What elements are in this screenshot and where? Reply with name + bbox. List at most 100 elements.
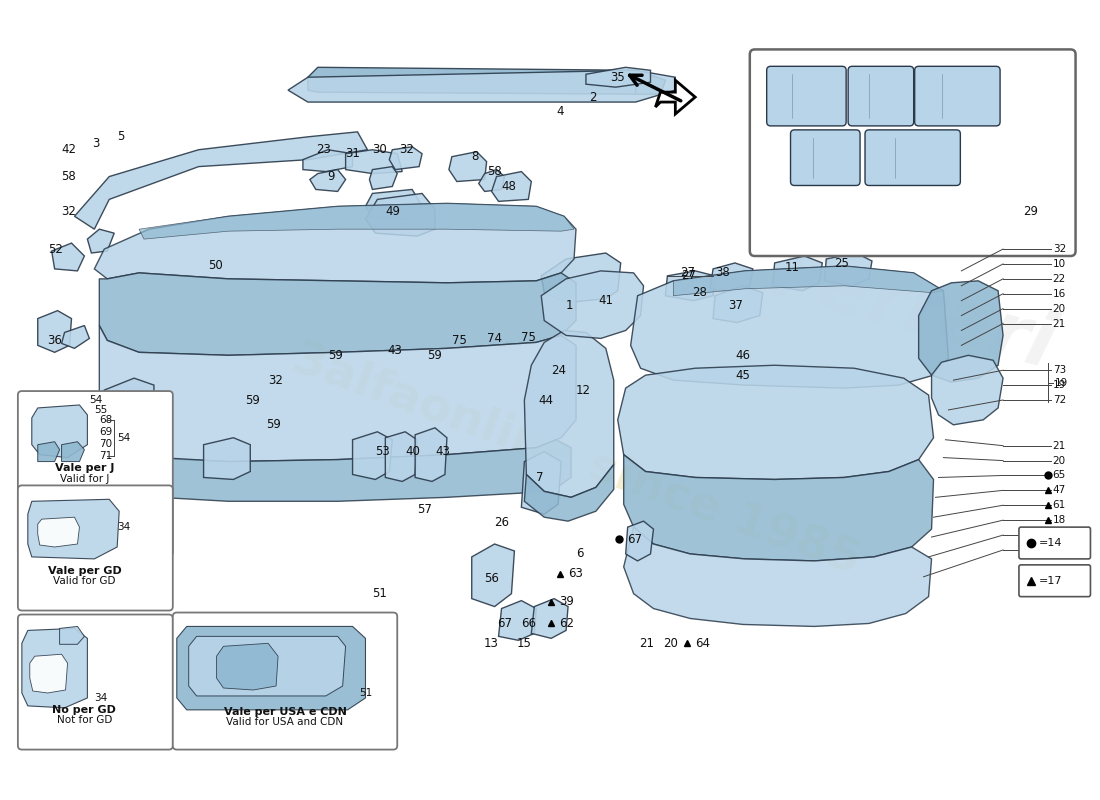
Text: Valid for J: Valid for J: [59, 474, 109, 485]
Polygon shape: [62, 442, 85, 462]
Text: 28: 28: [692, 286, 707, 299]
Text: 32: 32: [399, 143, 414, 156]
Text: 43: 43: [434, 445, 450, 458]
Polygon shape: [498, 601, 537, 640]
FancyBboxPatch shape: [915, 66, 1000, 126]
Polygon shape: [618, 366, 934, 479]
Polygon shape: [144, 440, 571, 502]
FancyBboxPatch shape: [1019, 527, 1090, 559]
Text: 30: 30: [373, 143, 387, 156]
Text: 26: 26: [495, 516, 509, 529]
Text: Vale per USA e CDN: Vale per USA e CDN: [223, 707, 346, 717]
Polygon shape: [541, 271, 644, 338]
Text: 5: 5: [118, 130, 124, 143]
Text: 43: 43: [387, 344, 403, 357]
Polygon shape: [28, 499, 119, 559]
Polygon shape: [22, 629, 87, 708]
Polygon shape: [95, 203, 576, 283]
FancyBboxPatch shape: [767, 66, 846, 126]
Text: 55: 55: [95, 405, 108, 415]
Text: 59: 59: [266, 418, 280, 431]
Polygon shape: [310, 170, 345, 191]
Text: 16: 16: [1053, 289, 1066, 298]
Polygon shape: [59, 626, 85, 644]
FancyBboxPatch shape: [791, 130, 860, 186]
Text: 4: 4: [557, 106, 563, 118]
Polygon shape: [75, 132, 367, 229]
Text: 33: 33: [1053, 545, 1066, 555]
Text: 13: 13: [484, 637, 498, 650]
Text: 57: 57: [417, 502, 432, 516]
Polygon shape: [389, 146, 422, 170]
Polygon shape: [415, 428, 447, 482]
Polygon shape: [87, 229, 114, 253]
Text: 45: 45: [735, 369, 750, 382]
Text: 29: 29: [1023, 205, 1038, 218]
Polygon shape: [37, 442, 59, 462]
Text: 8: 8: [472, 150, 480, 163]
Polygon shape: [189, 636, 345, 696]
Polygon shape: [521, 452, 561, 514]
Text: 20: 20: [1053, 455, 1066, 466]
Polygon shape: [772, 256, 823, 290]
Text: 21: 21: [1053, 441, 1066, 450]
Polygon shape: [918, 281, 1003, 382]
Text: 32: 32: [268, 374, 283, 386]
Text: 11: 11: [784, 262, 800, 274]
Text: 38: 38: [715, 266, 729, 279]
Text: =17: =17: [1038, 576, 1063, 586]
Text: 59: 59: [427, 349, 442, 362]
Text: 60: 60: [1053, 530, 1066, 540]
Polygon shape: [932, 355, 1003, 425]
Polygon shape: [541, 253, 620, 302]
Polygon shape: [370, 166, 397, 190]
Polygon shape: [99, 326, 576, 462]
FancyBboxPatch shape: [848, 66, 914, 126]
Text: 46: 46: [735, 349, 750, 362]
Text: 41: 41: [598, 294, 614, 307]
Polygon shape: [624, 527, 932, 626]
Text: 75: 75: [521, 331, 537, 344]
Text: 59: 59: [328, 349, 342, 362]
Polygon shape: [824, 253, 872, 286]
Text: 69: 69: [99, 426, 112, 437]
Polygon shape: [666, 271, 715, 301]
Text: 54: 54: [89, 395, 102, 405]
Polygon shape: [630, 266, 948, 388]
Text: 63: 63: [568, 567, 583, 580]
Text: 72: 72: [1053, 395, 1066, 405]
Polygon shape: [217, 643, 278, 690]
Polygon shape: [636, 70, 666, 94]
Text: 24: 24: [551, 364, 566, 377]
FancyBboxPatch shape: [18, 391, 173, 556]
Text: 54: 54: [118, 433, 131, 442]
Polygon shape: [37, 517, 79, 547]
Polygon shape: [204, 438, 251, 479]
Polygon shape: [586, 67, 650, 87]
Polygon shape: [365, 194, 435, 236]
Text: No per GD: No per GD: [53, 705, 117, 715]
Polygon shape: [308, 67, 666, 94]
Polygon shape: [472, 544, 515, 606]
Text: 6: 6: [576, 547, 583, 561]
Text: 44: 44: [538, 394, 553, 406]
Text: 22: 22: [1053, 274, 1066, 284]
Text: 3: 3: [92, 138, 100, 150]
Text: 3alfaonline since 1985: 3alfaonline since 1985: [286, 336, 866, 583]
Text: 58: 58: [62, 170, 76, 183]
Text: 58: 58: [486, 165, 502, 178]
Polygon shape: [99, 273, 576, 355]
Text: 42: 42: [62, 143, 77, 156]
Polygon shape: [345, 150, 403, 174]
Text: 2: 2: [588, 90, 596, 103]
Text: 56: 56: [484, 572, 498, 586]
Text: 52: 52: [47, 242, 63, 255]
Text: 35: 35: [609, 70, 625, 84]
Polygon shape: [30, 654, 67, 693]
Text: 40: 40: [405, 445, 420, 458]
Text: 12: 12: [576, 383, 591, 397]
Polygon shape: [365, 190, 422, 219]
Text: 53: 53: [375, 445, 390, 458]
Text: 75: 75: [452, 334, 466, 347]
Polygon shape: [32, 405, 87, 458]
